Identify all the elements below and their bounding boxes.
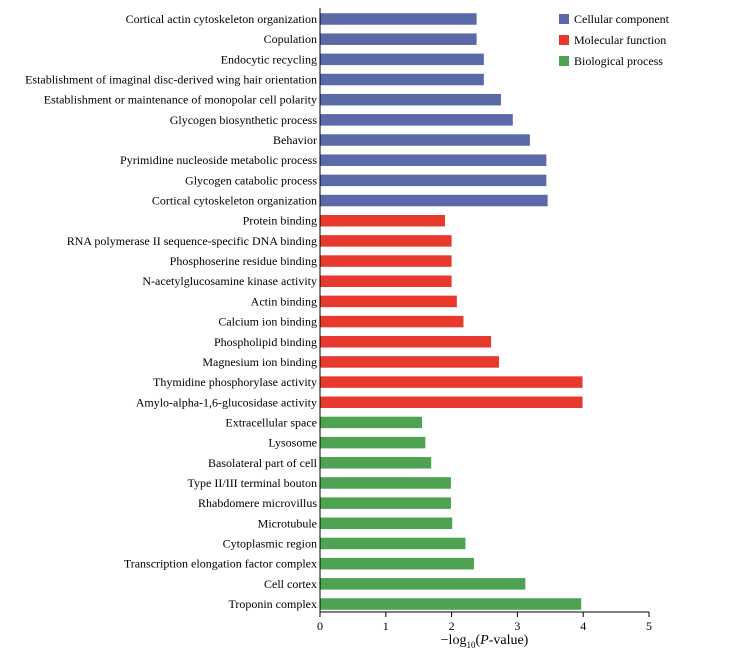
bar bbox=[320, 33, 477, 45]
x-tick-label: 2 bbox=[449, 619, 455, 633]
bar bbox=[320, 174, 547, 187]
category-label: Phosphoserine residue binding bbox=[170, 254, 317, 268]
category-label: Phospholipid binding bbox=[214, 335, 317, 349]
bar bbox=[320, 578, 526, 590]
bar bbox=[320, 275, 452, 287]
bar bbox=[320, 13, 477, 25]
category-label: Troponin complex bbox=[228, 597, 317, 611]
bar bbox=[320, 73, 484, 86]
bar bbox=[320, 295, 457, 308]
category-label: Pyrimidine nucleoside metabolic process bbox=[120, 153, 317, 167]
bar bbox=[320, 477, 451, 489]
category-label: Copulation bbox=[264, 32, 317, 46]
category-label: Protein binding bbox=[243, 214, 317, 228]
x-axis-title-suffix: -value) bbox=[489, 633, 529, 648]
bar bbox=[320, 598, 582, 610]
legend-label: Molecular function bbox=[574, 33, 666, 47]
x-axis-ticks: 0 1 2 3 4 5 bbox=[317, 612, 652, 633]
x-axis-title-italic: P bbox=[479, 633, 489, 648]
legend-swatch bbox=[559, 56, 569, 66]
x-axis: 0 1 2 3 4 5 bbox=[317, 8, 652, 633]
bar bbox=[320, 154, 547, 166]
bar bbox=[320, 497, 451, 509]
category-label: Calcium ion binding bbox=[218, 315, 317, 329]
category-label: Thymidine phosphorylase activity bbox=[153, 375, 317, 389]
bar bbox=[320, 194, 548, 207]
category-label: Glycogen biosynthetic process bbox=[170, 113, 318, 127]
category-label: RNA polymerase II sequence-specific DNA … bbox=[67, 234, 317, 248]
x-axis-title-subscript: 10 bbox=[466, 640, 476, 650]
x-axis-title: −log10(P-value) bbox=[441, 633, 529, 650]
category-label: Type II/III terminal bouton bbox=[188, 476, 317, 490]
x-tick-label: 1 bbox=[383, 619, 389, 633]
category-label: Lysosome bbox=[268, 436, 317, 450]
category-label: Rhabdomere microvillus bbox=[198, 496, 317, 510]
bar bbox=[320, 457, 432, 469]
bar bbox=[320, 356, 499, 368]
legend-label: Biological process bbox=[574, 54, 663, 68]
bar bbox=[320, 557, 474, 570]
legend-swatch bbox=[559, 35, 569, 45]
category-label: Amylo-alpha-1,6-glucosidase activity bbox=[136, 395, 317, 409]
bar bbox=[320, 93, 501, 106]
bars-group bbox=[320, 13, 583, 610]
bar bbox=[320, 376, 583, 388]
bar bbox=[320, 134, 530, 146]
category-label: Behavior bbox=[273, 133, 317, 147]
legend-swatch bbox=[559, 14, 569, 24]
category-label: Transcription elongation factor complex bbox=[124, 557, 317, 571]
bar bbox=[320, 315, 464, 328]
bar bbox=[320, 235, 452, 247]
category-label: Actin binding bbox=[251, 294, 317, 308]
category-label: Establishment of imaginal disc-derived w… bbox=[25, 73, 317, 87]
category-label: N-acetylglucosamine kinase activity bbox=[142, 274, 317, 288]
x-tick-label: 0 bbox=[317, 619, 323, 633]
bar bbox=[320, 53, 484, 66]
bar bbox=[320, 255, 452, 267]
category-label: Cortical cytoskeleton organization bbox=[152, 194, 317, 208]
category-label: Cortical actin cytoskeleton organization bbox=[126, 12, 317, 26]
category-label: Extracellular space bbox=[225, 415, 317, 429]
category-label: Basolateral part of cell bbox=[208, 456, 318, 470]
category-labels-group: Cortical actin cytoskeleton organization… bbox=[25, 12, 318, 611]
bar bbox=[320, 416, 422, 429]
legend: Cellular component Molecular function Biol… bbox=[559, 12, 670, 68]
bar bbox=[320, 396, 583, 409]
bar bbox=[320, 436, 426, 449]
x-axis-title-open: ( bbox=[475, 633, 480, 648]
category-label: Microtubule bbox=[258, 516, 317, 530]
category-label: Endocytic recycling bbox=[221, 52, 317, 66]
x-tick-label: 4 bbox=[580, 619, 586, 633]
bar bbox=[320, 336, 492, 348]
category-label: Glycogen catabolic process bbox=[185, 173, 317, 187]
bar bbox=[320, 214, 446, 227]
x-axis-title-prefix: −log bbox=[441, 633, 467, 648]
category-label: Cell cortex bbox=[264, 577, 317, 591]
category-label: Cytoplasmic region bbox=[223, 536, 317, 550]
legend-label: Cellular component bbox=[574, 12, 670, 26]
bar bbox=[320, 537, 466, 550]
bar bbox=[320, 114, 513, 126]
category-label: Establishment or maintenance of monopola… bbox=[44, 93, 317, 107]
x-tick-label: 3 bbox=[514, 619, 520, 633]
bar bbox=[320, 517, 453, 530]
category-label: Magnesium ion binding bbox=[202, 355, 317, 369]
x-tick-label: 5 bbox=[646, 619, 652, 633]
